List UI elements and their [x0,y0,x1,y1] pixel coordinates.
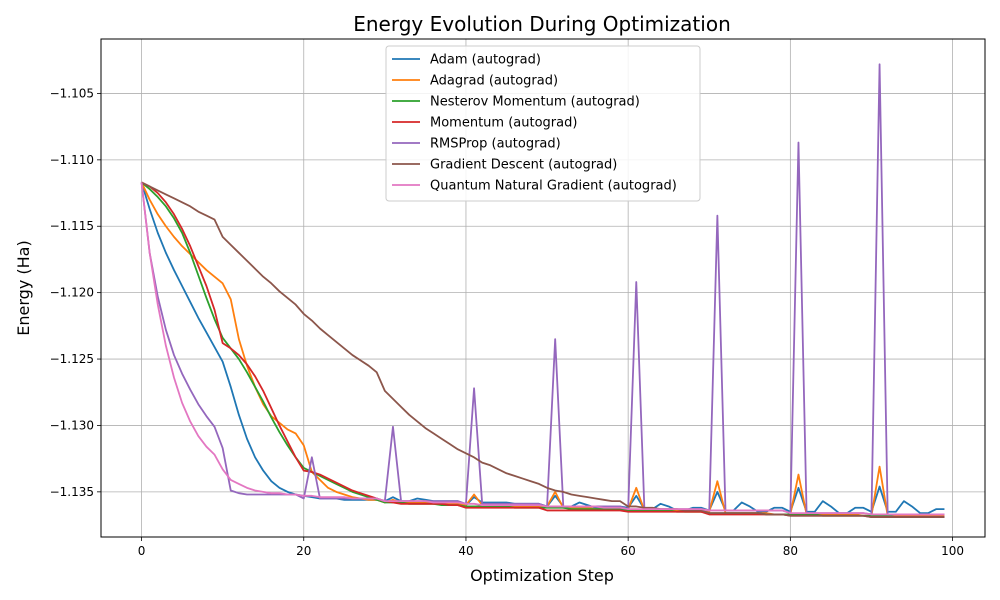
y-axis-label: Energy (Ha) [14,240,33,335]
series-line-nesterov-momentum-autograd [140,181,945,518]
y-tick-label: −1.125 [50,352,94,366]
axis-ticks: 0 20 40 60 80 100 −1.105 −1.110 −1.115 −1.120 −1.1… [50,86,964,558]
x-tick-label: 0 [138,544,146,558]
y-tick-label: −1.105 [50,86,94,100]
series-lines [140,63,945,518]
y-tick-label: −1.130 [50,418,94,432]
x-tick-label: 100 [941,544,964,558]
legend-label: Quantum Natural Gradient (autograd) [430,179,677,194]
legend: Adam (autograd) Adagrad (autograd) Nestero… [385,45,701,202]
legend-label: Adam (autograd) [430,53,541,68]
legend-label: Nesterov Momentum (autograd) [430,95,640,110]
y-tick-label: −1.120 [50,286,94,300]
series-line-gradient-descent-autograd [141,181,945,518]
x-tick-label: 20 [296,544,311,558]
x-tick-label: 40 [458,544,473,558]
x-tick-label: 80 [783,544,798,558]
x-tick-label: 60 [621,544,636,558]
legend-label: Gradient Descent (autograd) [430,158,617,173]
legend-box [385,45,701,202]
y-tick-label: −1.135 [50,485,94,499]
y-tick-label: −1.115 [50,219,94,233]
legend-label: Momentum (autograd) [430,116,577,131]
x-axis-label: Optimization Step [470,566,614,585]
series-line-quantum-natural-gradient-autograd [140,182,945,516]
legend-label: Adagrad (autograd) [430,74,558,89]
chart-title: Energy Evolution During Optimization [353,12,731,36]
plot-frame [100,38,986,538]
legend-label: RMSProp (autograd) [430,137,561,152]
y-tick-label: −1.110 [50,153,94,167]
